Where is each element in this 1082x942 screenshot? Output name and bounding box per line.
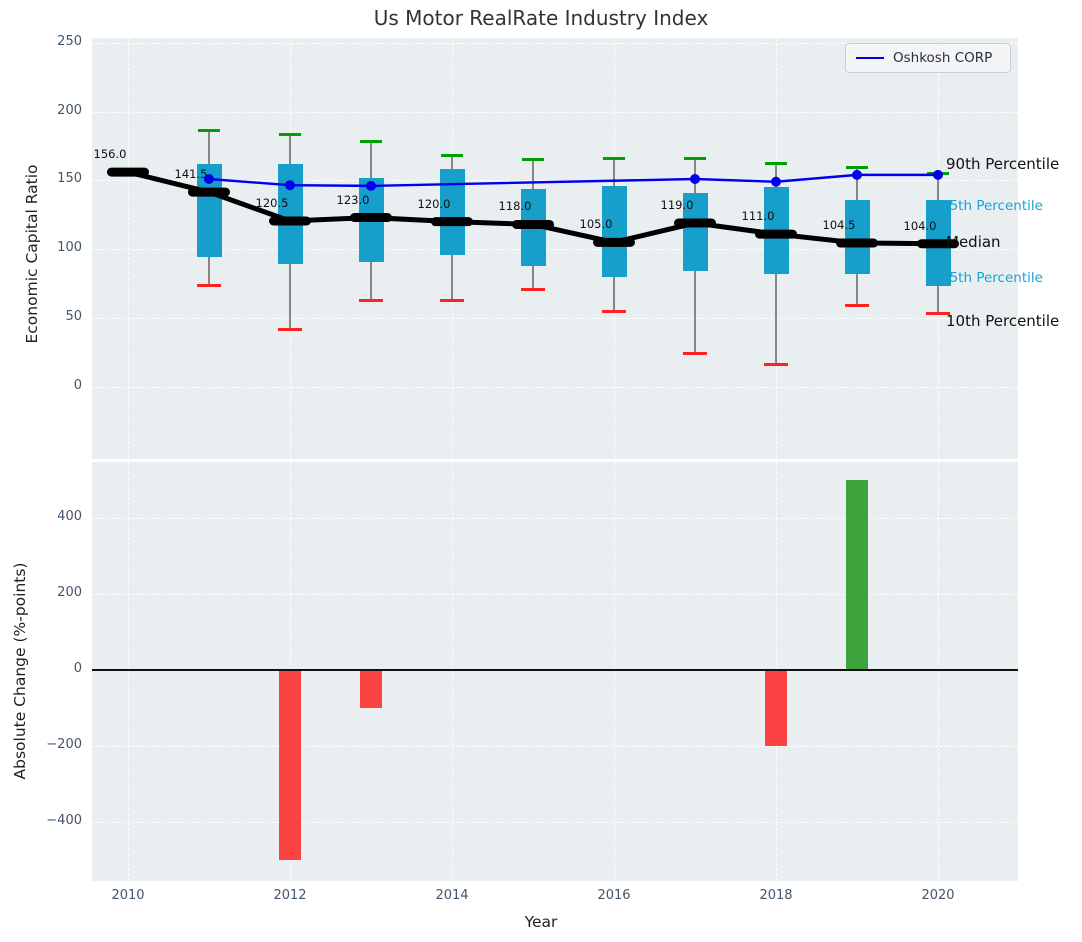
whisker-cap-top <box>522 158 544 161</box>
y-tick-label: 0 <box>26 378 82 393</box>
whisker-cap-top <box>441 154 463 157</box>
x-tick-label: 2014 <box>420 888 484 903</box>
median-label: 104.0 <box>892 219 948 233</box>
y-tick-label: 250 <box>26 34 82 49</box>
boxplot-box <box>359 178 384 262</box>
gridline-h <box>92 180 1018 181</box>
y-tick-label: −400 <box>26 813 82 828</box>
boxplot-box <box>764 187 789 274</box>
gridline-h <box>92 249 1018 250</box>
gridline-v <box>938 462 939 881</box>
whisker-cap-bottom <box>683 352 707 355</box>
bar <box>279 670 301 860</box>
percentile-annotation: 90th Percentile <box>946 155 1059 173</box>
median-label: 119.0 <box>649 198 705 212</box>
gridline-h <box>92 822 1018 823</box>
whisker-cap-top <box>360 140 382 143</box>
percentile-annotation: 10th Percentile <box>946 312 1059 330</box>
y-tick-label: 200 <box>26 585 82 600</box>
whisker-cap-bottom <box>278 328 302 331</box>
gridline-h <box>92 746 1018 747</box>
y-tick-label: 200 <box>26 103 82 118</box>
y-tick-label: −200 <box>26 737 82 752</box>
x-tick-label: 2010 <box>96 888 160 903</box>
median-label: 104.5 <box>811 218 867 232</box>
whisker-cap-bottom <box>602 310 626 313</box>
whisker-cap-top <box>198 129 220 132</box>
boxplot-box <box>845 200 870 274</box>
legend[interactable]: Oshkosh CORP <box>845 43 1011 73</box>
legend-line-swatch <box>856 57 884 59</box>
median-label: 105.0 <box>568 217 624 231</box>
bar <box>360 670 382 708</box>
gridline-h <box>92 594 1018 595</box>
gridline-v <box>614 462 615 881</box>
whisker-cap-bottom <box>440 299 464 302</box>
median-label: 120.0 <box>406 197 462 211</box>
x-tick-label: 2018 <box>744 888 808 903</box>
percentile-annotation: 25th Percentile <box>941 270 1043 286</box>
whisker-cap-bottom <box>764 363 788 366</box>
gridline-h <box>92 518 1018 519</box>
whisker-cap-bottom <box>521 288 545 291</box>
gridline-v <box>128 38 129 459</box>
whisker-cap-bottom <box>359 299 383 302</box>
y-axis-label-top: Economic Capital Ratio <box>23 144 41 364</box>
whisker-cap-top <box>765 162 787 165</box>
percentile-annotation: 75th Percentile <box>941 198 1043 214</box>
whisker-cap-bottom <box>845 304 869 307</box>
x-axis-label: Year <box>0 913 1082 931</box>
x-tick-label: 2020 <box>906 888 970 903</box>
lines-overlay <box>0 0 1082 942</box>
percentile-annotation: Median <box>946 233 1001 251</box>
whisker-cap-top <box>603 157 625 160</box>
figure: 050100150200250−400−20002004002010201220… <box>0 0 1082 942</box>
gridline-h <box>92 112 1018 113</box>
y-tick-label: 400 <box>26 509 82 524</box>
x-tick-label: 2016 <box>582 888 646 903</box>
median-label: 141.5 <box>163 167 219 181</box>
whisker-cap-top <box>846 166 868 169</box>
bar <box>846 480 868 670</box>
bar <box>765 670 787 746</box>
y-tick-label: 0 <box>26 661 82 676</box>
y-axis-label-bottom: Absolute Change (%-points) <box>11 531 29 811</box>
whisker-cap-bottom <box>197 284 221 287</box>
gridline-v <box>452 462 453 881</box>
boxplot-box <box>440 169 465 254</box>
legend-label: Oshkosh CORP <box>893 50 992 66</box>
zero-baseline <box>92 669 1018 671</box>
x-tick-label: 2012 <box>258 888 322 903</box>
median-label: 123.0 <box>325 193 381 207</box>
boxplot-box <box>278 164 303 265</box>
median-label: 118.0 <box>487 199 543 213</box>
median-label: 156.0 <box>82 147 138 161</box>
median-label: 111.0 <box>730 209 786 223</box>
whisker-cap-top <box>684 157 706 160</box>
gridline-h <box>92 318 1018 319</box>
gridline-h <box>92 387 1018 388</box>
chart-title: Us Motor RealRate Industry Index <box>0 6 1082 30</box>
median-label: 120.5 <box>244 196 300 210</box>
gridline-v <box>128 462 129 881</box>
whisker-cap-top <box>279 133 301 136</box>
